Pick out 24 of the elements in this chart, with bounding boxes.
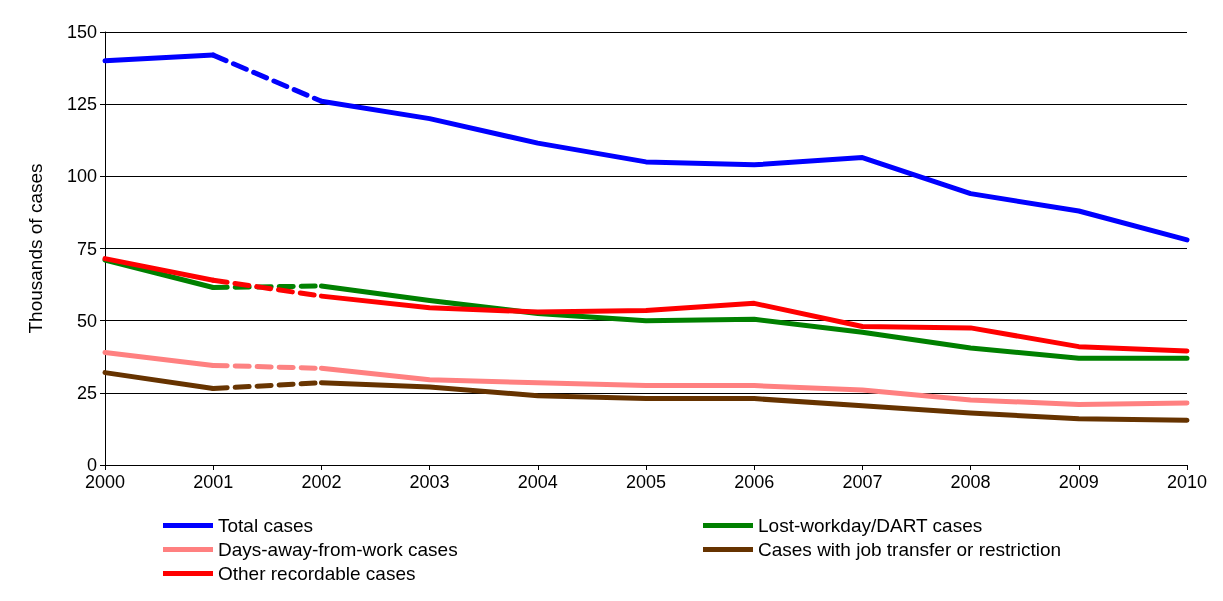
x-tick-label: 2004	[517, 472, 558, 492]
x-tick-label: 2001	[193, 472, 234, 492]
y-axis-title: Thousands of cases	[25, 163, 46, 334]
x-tick-label: 2010	[1166, 472, 1208, 492]
y-tick-label: 0	[86, 455, 97, 475]
x-tick-label: 2009	[1058, 472, 1099, 492]
x-tick-label: 2007	[842, 472, 883, 492]
legend-label: Total cases	[218, 515, 314, 536]
x-tick-label: 2006	[734, 472, 775, 492]
legend-label: Cases with job transfer or restriction	[758, 539, 1062, 560]
y-tick-label: 50	[76, 310, 97, 331]
y-tick-label: 25	[76, 382, 97, 403]
x-tick-label: 2008	[950, 472, 991, 492]
legend-label: Days-away-from-work cases	[218, 539, 458, 560]
x-tick-label: 2000	[84, 472, 126, 492]
y-tick-label: 100	[66, 166, 97, 187]
x-tick-label: 2002	[301, 472, 342, 492]
y-tick-label: 150	[66, 22, 97, 42]
x-tick-label: 2003	[409, 472, 450, 492]
legend-label: Other recordable cases	[218, 563, 416, 584]
y-tick-label: 75	[76, 238, 97, 259]
y-tick-label: 125	[66, 94, 97, 115]
legend-label: Lost-workday/DART cases	[758, 515, 983, 536]
x-tick-label: 2005	[625, 472, 667, 492]
